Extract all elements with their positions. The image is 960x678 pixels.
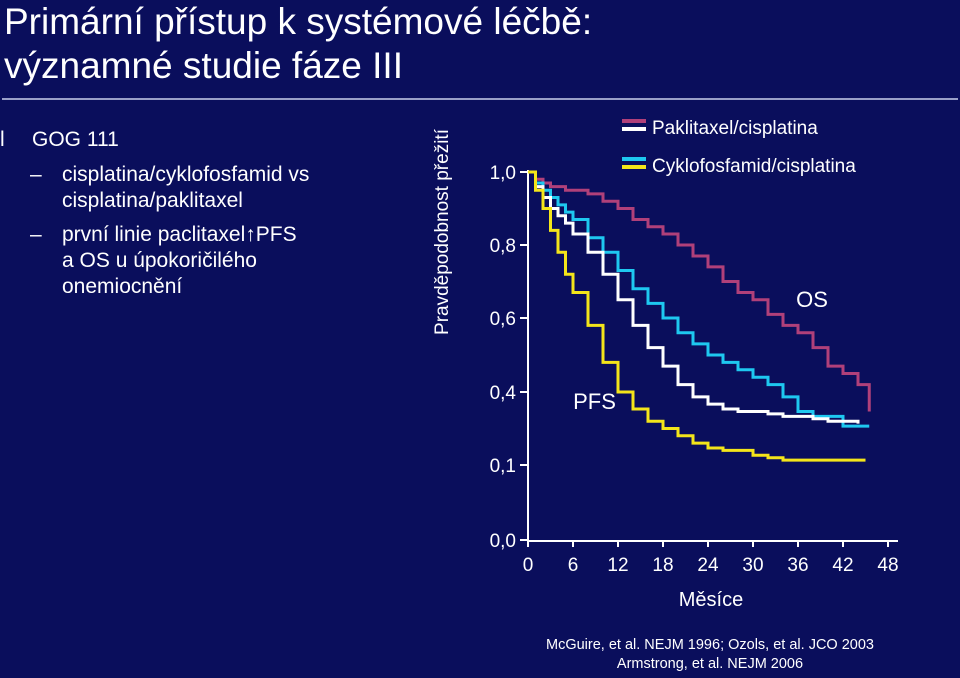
legend-swatch-bottom: [622, 127, 646, 131]
annotation-pfs: PFS: [573, 389, 616, 414]
first-line-text-1: první linie paclitaxel: [62, 223, 246, 246]
y-tick-label: 0,8: [490, 236, 516, 257]
y-tick-label: 0,1: [490, 456, 516, 477]
x-tick-label: 12: [607, 555, 628, 576]
x-tick-label: 36: [787, 555, 808, 576]
y-tick-label: 0,4: [490, 383, 517, 404]
bullet-heading: GOG 111: [32, 128, 119, 151]
reference-line-1: McGuire, et al. NEJM 1996; Ozols, et al.…: [546, 637, 874, 653]
title-line-2: významné studie fáze III: [4, 45, 403, 86]
slide-title: Primární přístup k systémové léčbě: význ…: [4, 0, 944, 88]
y-tick-label: 0,6: [490, 309, 516, 330]
x-tick-label: 0: [523, 555, 534, 576]
pfs-text: PFS: [255, 223, 297, 246]
survival-curve-3: [528, 170, 860, 424]
title-divider: [2, 98, 958, 100]
legend-swatch-bottom: [622, 165, 646, 169]
first-line-text-3: onemiocnění: [62, 275, 183, 298]
x-tick-label: 30: [742, 555, 763, 576]
x-tick-label: 42: [832, 555, 853, 576]
dash-marker: –: [30, 163, 42, 186]
sub-bullet-text: první linie paclitaxel↑PFS a OS u úpokor…: [62, 222, 297, 300]
annotation-os: OS: [796, 287, 828, 312]
x-tick-label: 48: [877, 555, 898, 576]
first-line-text-2: a OS u úpokoričilého: [62, 249, 257, 272]
legend-label: Paklitaxel/cisplatina: [652, 118, 818, 139]
x-axis-label: Měsíce: [679, 589, 743, 611]
reference-line-2: Armstrong, et al. NEJM 2006: [616, 656, 804, 672]
legend-swatch-top: [622, 157, 646, 161]
x-tick-label: 6: [568, 555, 579, 576]
legend-swatch-top: [622, 119, 646, 123]
survival-curve-2: [528, 170, 870, 428]
legend-label: Cyklofosfamid/cisplatina: [652, 156, 856, 177]
x-tick-label: 24: [697, 555, 719, 576]
survival-curve-1: [528, 170, 871, 412]
comparison-line-1: cisplatina/cyklofosfamid vs: [62, 163, 310, 186]
y-tick-label: 1,0: [490, 163, 516, 184]
title-line-1: Primární přístup k systémové léčbě:: [4, 1, 593, 42]
x-tick-label: 18: [652, 555, 673, 576]
up-arrow-icon: ↑: [245, 223, 256, 246]
y-tick-label: 0,0: [490, 531, 516, 552]
survival-curve-4: [528, 170, 866, 462]
bullet-gog111: l GOG 111: [0, 128, 119, 152]
comparison-line-2: cisplatina/paklitaxel: [62, 189, 243, 212]
dash-marker: –: [30, 223, 42, 246]
bullet-marker: l: [0, 128, 5, 151]
sub-bullet-text: cisplatina/cyklofosfamid vs cisplatina/p…: [62, 162, 309, 214]
